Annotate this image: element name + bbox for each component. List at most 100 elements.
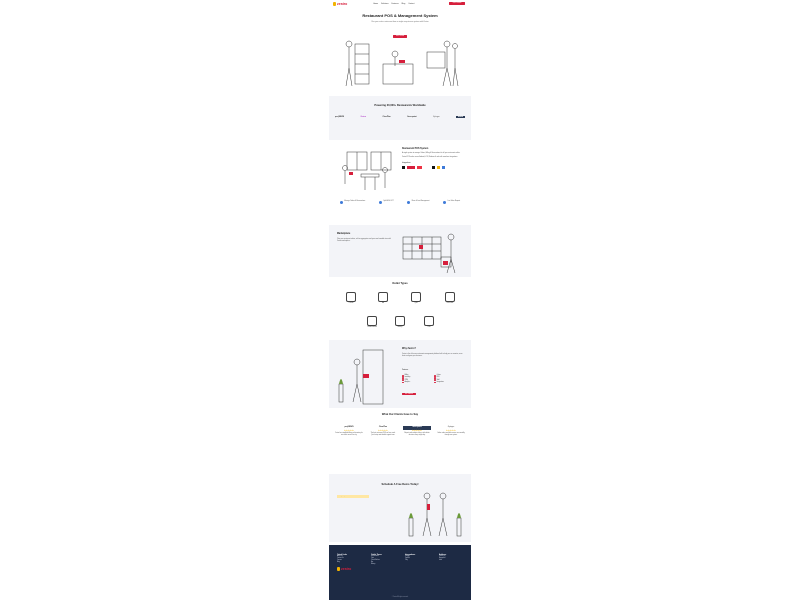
nav-item[interactable]: Contact	[408, 3, 415, 5]
footer-link[interactable]: Blog	[337, 562, 340, 564]
outlet-type-casual[interactable]: Casual	[341, 292, 361, 304]
integration-icon	[407, 165, 415, 169]
footer-column: Address Zestro HQ Bengaluru India	[439, 554, 447, 562]
marketplace-text: Take your restaurant online, sell on agg…	[337, 239, 391, 243]
footer-link[interactable]: Swiggy	[405, 556, 410, 557]
spacer	[424, 166, 430, 169]
outlet-type-cafe[interactable]: Cafe	[419, 316, 439, 328]
partner-logos: pos|NEWS Zestro ClearPlan Greenpoint fly…	[329, 116, 471, 118]
main-nav: Home Solutions Features Blog Contact	[373, 3, 414, 5]
footer-link[interactable]: Restaurant	[371, 556, 378, 557]
why-feature: Staff	[434, 379, 444, 381]
pos-paragraph: Zestro POS works across Android, iOS, Wi…	[402, 157, 458, 159]
footer-link[interactable]: Bakery	[371, 564, 376, 566]
why-list-left: Billing Inventory CRM Analytics	[402, 375, 410, 384]
marketplace-illustration	[402, 233, 456, 274]
partner-logo: brand	[455, 116, 465, 118]
cloud-kitchen-icon	[367, 316, 377, 326]
pos-features: Manage Orders & Reservations Split Bill …	[329, 201, 471, 204]
feature-item: Live Sales Reports	[443, 201, 460, 204]
check-icon	[402, 377, 404, 379]
why-feature: CRM	[402, 379, 410, 381]
schedule-title: Schedule A Free Demo Today!	[381, 483, 419, 486]
why-feature: Billing	[402, 375, 410, 377]
footer-column: Integrations Swiggy Zomato Tally	[405, 554, 433, 562]
casual-icon	[346, 292, 356, 302]
star-rating-icon: ★★★★★	[446, 430, 456, 432]
footer-column: Outlet Types Restaurant Cafe Cloud Kitch…	[371, 554, 399, 566]
hero-demo-button[interactable]: Get a Demo	[392, 35, 408, 38]
schedule-illustration	[408, 492, 462, 537]
integration-icon	[417, 165, 422, 169]
outlet-type-bar[interactable]: Bar	[373, 292, 393, 304]
review-logo: ClearPlan	[378, 426, 388, 428]
partners-section: Powering 20,000+ Restaurants Worldwide p…	[329, 96, 471, 140]
review-logo: pos|NEWS	[344, 426, 354, 428]
check-icon	[402, 375, 404, 377]
check-icon	[434, 379, 436, 381]
footer-link[interactable]: Bar	[371, 562, 374, 564]
pos-content: Restaurant POS System A single system to…	[402, 148, 466, 169]
footer: Quick Links About Us Contact Us Careers …	[329, 545, 471, 600]
footer-link[interactable]: Cloud Kitchen	[371, 560, 380, 562]
why-illustration	[338, 349, 384, 405]
header-demo-button[interactable]: Get a Demo	[449, 2, 465, 5]
footer-link[interactable]: Contact Us	[337, 558, 344, 560]
outlet-types-title: Outlet Types	[392, 282, 408, 285]
phone-input[interactable]	[337, 495, 369, 498]
hero-title: Restaurant POS & Management System	[362, 13, 438, 18]
check-icon	[434, 381, 436, 384]
check-icon	[434, 377, 436, 379]
why-feature: Analytics	[402, 381, 410, 384]
review-card: ClearPlan ★★★★★ The best restaurant POS …	[369, 426, 397, 437]
why-feature: Integrations	[434, 381, 444, 384]
footer-link[interactable]: About Us	[337, 556, 343, 557]
why-feature: Inventory	[402, 377, 410, 379]
nav-item[interactable]: Solutions	[381, 3, 389, 5]
footer-link[interactable]: Careers	[337, 560, 342, 562]
why-text: Zestro is the all-in-one restaurant mana…	[402, 354, 463, 358]
partner-logo: Greenpoint	[407, 116, 417, 118]
fine-dine-icon	[445, 292, 455, 302]
bar-icon	[378, 292, 388, 302]
partner-logo: flyingm	[433, 116, 440, 118]
hero-subtitle: Run your entire restaurant from a single…	[371, 21, 429, 23]
marketplace-title: Marketplace	[337, 233, 351, 235]
outlet-type-qsr[interactable]: QSR	[406, 292, 426, 304]
brand-logo[interactable]: zestro	[333, 2, 347, 6]
hero: Restaurant POS & Management System Run y…	[329, 8, 471, 41]
menu-icon	[407, 201, 411, 204]
footer-logo: zestro	[337, 567, 365, 572]
partners-title: Powering 20,000+ Restaurants Worldwide	[374, 104, 426, 107]
bakery-icon	[395, 316, 405, 326]
why-get-started-button[interactable]: Get Started	[402, 393, 416, 396]
windows-icon	[442, 165, 445, 169]
why-title: Why Zestro?	[402, 348, 416, 350]
partner-logo: ClearPlan	[382, 116, 391, 118]
nav-item[interactable]: Features	[391, 3, 399, 5]
footer-column: Quick Links About Us Contact Us Careers …	[337, 554, 365, 572]
orders-icon	[339, 201, 343, 204]
nav-item[interactable]: Home	[373, 3, 379, 5]
outlet-type-fine-dine[interactable]: Fine Dine	[440, 292, 460, 304]
integration-logos	[402, 165, 466, 169]
outlet-types-section: Outlet Types	[329, 282, 471, 285]
star-rating-icon: ★★★★★	[378, 430, 388, 432]
footer-link[interactable]: Tally	[405, 560, 408, 562]
copyright: © Zestro. All rights reserved.	[391, 597, 409, 598]
cafe-icon	[424, 316, 434, 326]
schedule-section: Schedule A Free Demo Today!	[329, 474, 471, 542]
burger-icon	[411, 292, 421, 302]
review-logo: flyingm	[447, 426, 455, 428]
nav-item[interactable]: Blog	[401, 3, 406, 5]
android-icon	[437, 165, 440, 169]
header: zestro Home Solutions Features Blog Cont…	[329, 0, 471, 8]
footer-link[interactable]: Zomato	[405, 558, 410, 560]
marketplace-section: Marketplace Take your restaurant online,…	[329, 225, 471, 277]
outlet-type-bakery[interactable]: Bakery	[390, 316, 410, 328]
outlet-type-cloud-kitchen[interactable]: Cloud Kitchen	[362, 316, 382, 328]
footer-link[interactable]: Cafe	[371, 558, 374, 560]
review-logo: Greenpoint	[403, 426, 431, 430]
review-text: Reports and analytics help us take bette…	[404, 433, 430, 437]
bill-icon	[378, 201, 382, 204]
